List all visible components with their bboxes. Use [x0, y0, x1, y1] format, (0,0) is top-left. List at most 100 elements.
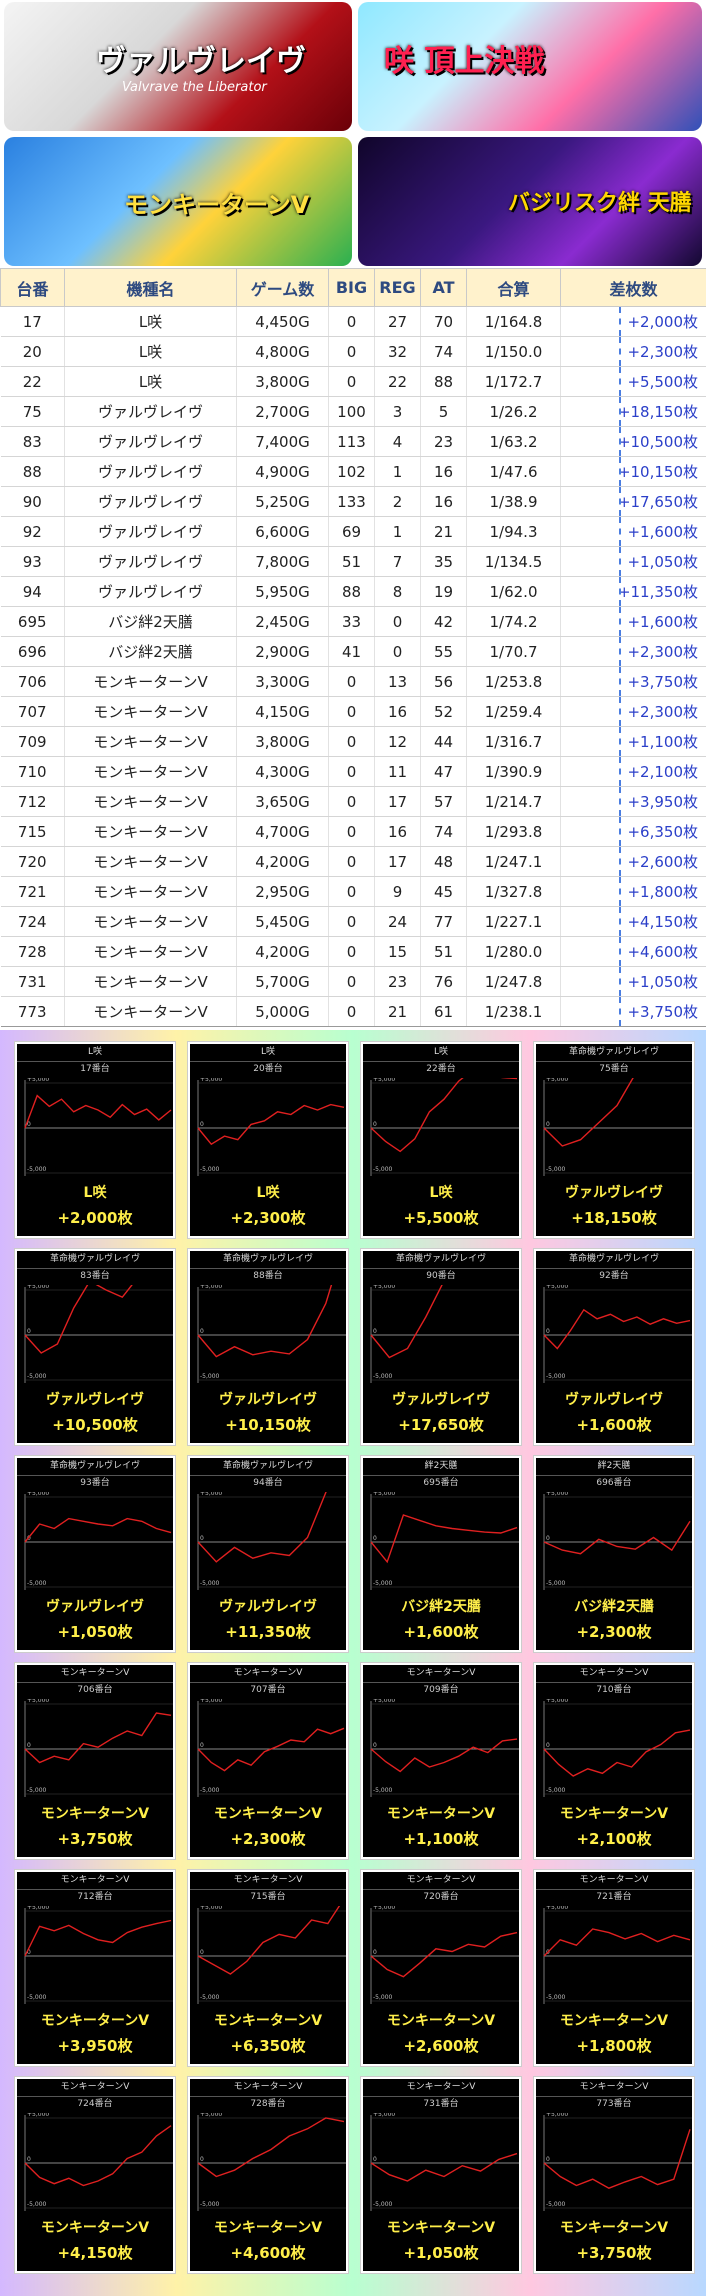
graph-card[interactable]: L咲 17番台 +5,000 0 -5,000 L咲 +2,000枚 — [15, 1042, 175, 1238]
cell-games: 5,450G — [236, 906, 329, 937]
cell-games: 2,700G — [236, 396, 329, 427]
table-row[interactable]: 17 L咲 4,450G 0 27 70 1/164.8 +2,000枚 — [0, 306, 706, 337]
table-row[interactable]: 712 モンキーターンV 3,650G 0 17 57 1/214.7 +3,950枚 — [0, 786, 706, 817]
cell-machine: L咲 — [64, 336, 237, 367]
cell-total: 1/172.7 — [466, 366, 561, 397]
y-tick-label: +5,000 — [27, 1078, 49, 1083]
card-machine-header: モンキーターンV — [17, 1665, 173, 1683]
cell-unit: 728 — [0, 936, 65, 967]
graph-card[interactable]: 革命機ヴァルヴレイヴ 83番台 +5,000 0 -5,000 ヴァルヴレイヴ +10,50… — [15, 1249, 175, 1445]
slump-line — [370, 1738, 518, 1773]
graph-card[interactable]: L咲 22番台 +5,000 0 -5,000 L咲 +5,500枚 — [361, 1042, 521, 1238]
cell-big: 0 — [328, 726, 375, 757]
cell-diff: +2,100枚 — [560, 756, 706, 787]
table-row[interactable]: 721 モンキーターンV 2,950G 0 9 45 1/327.8 +1,800枚 — [0, 876, 706, 907]
graph-card[interactable]: モンキーターンV 707番台 +5,000 0 -5,000 モンキーターンV +2,300… — [188, 1663, 348, 1859]
slump-line — [24, 1712, 172, 1764]
table-row[interactable]: 706 モンキーターンV 3,300G 0 13 56 1/253.8 +3,750枚 — [0, 666, 706, 697]
graph-card[interactable]: 革命機ヴァルヴレイヴ 90番台 +5,000 0 -5,000 ヴァルヴレイヴ +17,65… — [361, 1249, 521, 1445]
table-row[interactable]: 20 L咲 4,800G 0 32 74 1/150.0 +2,300枚 — [0, 336, 706, 367]
card-machine-header: モンキーターンV — [536, 1872, 692, 1890]
table-row[interactable]: 696 バジ絆2天膳 2,900G 41 0 55 1/70.7 +2,300枚 — [0, 636, 706, 667]
card-diff-label: +11,350枚 — [225, 1623, 311, 1641]
cell-diff: +1,800枚 — [560, 876, 706, 907]
graph-card[interactable]: 革命機ヴァルヴレイヴ 92番台 +5,000 0 -5,000 ヴァルヴレイヴ +1,600… — [534, 1249, 694, 1445]
table-row[interactable]: 75 ヴァルヴレイヴ 2,700G 100 3 5 1/26.2 +18,150枚 — [0, 396, 706, 427]
banner-basilisk[interactable]: バジリスク絆 天膳 — [358, 137, 702, 266]
cell-diff: +6,350枚 — [560, 816, 706, 847]
graph-card[interactable]: L咲 20番台 +5,000 0 -5,000 L咲 +2,300枚 — [188, 1042, 348, 1238]
table-row[interactable]: 695 バジ絆2天膳 2,450G 33 0 42 1/74.2 +1,600枚 — [0, 606, 706, 637]
banner-valvrave[interactable]: ヴァルヴレイヴ Valvrave the Liberator — [4, 2, 352, 131]
table-row[interactable]: 709 モンキーターンV 3,800G 0 12 44 1/316.7 +1,100枚 — [0, 726, 706, 757]
cell-games: 3,650G — [236, 786, 329, 817]
table-row[interactable]: 720 モンキーターンV 4,200G 0 17 48 1/247.1 +2,600枚 — [0, 846, 706, 877]
cell-machine: ヴァルヴレイヴ — [64, 516, 237, 547]
card-unit-number: 709番台 — [423, 1685, 459, 1695]
y-tick-label: -5,000 — [373, 1166, 393, 1173]
table-row[interactable]: 92 ヴァルヴレイヴ 6,600G 69 1 21 1/94.3 +1,600枚 — [0, 516, 706, 547]
cell-machine: モンキーターンV — [64, 846, 237, 877]
cell-big: 113 — [328, 426, 375, 457]
cell-total: 1/293.8 — [466, 816, 561, 847]
graph-card[interactable]: モンキーターンV 706番台 +5,000 0 -5,000 モンキーターンV +3,750… — [15, 1663, 175, 1859]
table-row[interactable]: 773 モンキーターンV 5,000G 0 21 61 1/238.1 +3,750枚 — [0, 996, 706, 1027]
graph-card[interactable]: モンキーターンV 710番台 +5,000 0 -5,000 モンキーターンV +2,100… — [534, 1663, 694, 1859]
table-row[interactable]: 724 モンキーターンV 5,450G 0 24 77 1/227.1 +4,150枚 — [0, 906, 706, 937]
card-machine-label: L咲 — [83, 1185, 107, 1201]
y-tick-label: -5,000 — [546, 2201, 566, 2208]
table-row[interactable]: 710 モンキーターンV 4,300G 0 11 47 1/390.9 +2,100枚 — [0, 756, 706, 787]
graph-card[interactable]: モンキーターンV 721番台 +5,000 0 -5,000 モンキーターンV +1,800… — [534, 1870, 694, 2066]
table-row[interactable]: 93 ヴァルヴレイヴ 7,800G 51 7 35 1/134.5 +1,050枚 — [0, 546, 706, 577]
cell-games: 5,250G — [236, 486, 329, 517]
graph-card[interactable]: 革命機ヴァルヴレイヴ 88番台 +5,000 0 -5,000 ヴァルヴレイヴ +10,15… — [188, 1249, 348, 1445]
banner-monkey-turn[interactable]: モンキーターンV — [4, 137, 352, 266]
graph-card[interactable]: モンキーターンV 724番台 +5,000 0 -5,000 モンキーターンV +4,150… — [15, 2077, 175, 2273]
y-tick-label: +5,000 — [200, 2113, 222, 2118]
graph-card[interactable]: モンキーターンV 712番台 +5,000 0 -5,000 モンキーターンV +3,950… — [15, 1870, 175, 2066]
card-unit-number: 731番台 — [423, 2099, 459, 2109]
banner-subtitle: Valvrave the Liberator — [122, 80, 267, 95]
card-machine-label: バジ絆2天膳 — [574, 1599, 654, 1615]
card-machine-label: バジ絆2天膳 — [401, 1599, 481, 1615]
table-row[interactable]: 728 モンキーターンV 4,200G 0 15 51 1/280.0 +4,600枚 — [0, 936, 706, 967]
graph-card[interactable]: 絆2天膳 695番台 +5,000 0 -5,000 バジ絆2天膳 +1,600枚 — [361, 1456, 521, 1652]
table-row[interactable]: 83 ヴァルヴレイヴ 7,400G 113 4 23 1/63.2 +10,500枚 — [0, 426, 706, 457]
graph-card[interactable]: 革命機ヴァルヴレイヴ 93番台 +5,000 0 -5,000 ヴァルヴレイヴ +1,050… — [15, 1456, 175, 1652]
table-row[interactable]: 707 モンキーターンV 4,150G 0 16 52 1/259.4 +2,300枚 — [0, 696, 706, 727]
cell-diff: +2,600枚 — [560, 846, 706, 877]
cell-total: 1/74.2 — [466, 606, 561, 637]
cell-games: 4,300G — [236, 756, 329, 787]
table-row[interactable]: 715 モンキーターンV 4,700G 0 16 74 1/293.8 +6,350枚 — [0, 816, 706, 847]
cell-at: 88 — [420, 366, 467, 397]
cell-total: 1/62.0 — [466, 576, 561, 607]
table-row[interactable]: 22 L咲 3,800G 0 22 88 1/172.7 +5,500枚 — [0, 366, 706, 397]
slump-line — [197, 1285, 333, 1358]
cell-at: 44 — [420, 726, 467, 757]
slump-line — [370, 1514, 518, 1564]
banner-saki[interactable]: 咲 頂上決戦 — [358, 2, 702, 131]
card-diff-label: +1,050枚 — [403, 2244, 479, 2262]
table-row[interactable]: 90 ヴァルヴレイヴ 5,250G 133 2 16 1/38.9 +17,650枚 — [0, 486, 706, 517]
card-diff-label: +3,750枚 — [57, 1830, 133, 1848]
graph-card[interactable]: モンキーターンV 731番台 +5,000 0 -5,000 モンキーターンV +1,050… — [361, 2077, 521, 2273]
table-row[interactable]: 731 モンキーターンV 5,700G 0 23 76 1/247.8 +1,050枚 — [0, 966, 706, 997]
graph-card[interactable]: 革命機ヴァルヴレイヴ 94番台 +5,000 0 -5,000 ヴァルヴレイヴ +11,35… — [188, 1456, 348, 1652]
graph-card[interactable]: モンキーターンV 715番台 +5,000 0 -5,000 モンキーターンV +6,350… — [188, 1870, 348, 2066]
card-unit-number: 696番台 — [596, 1478, 632, 1488]
graph-card[interactable]: モンキーターンV 709番台 +5,000 0 -5,000 モンキーターンV +1,100… — [361, 1663, 521, 1859]
graph-card[interactable]: モンキーターンV 720番台 +5,000 0 -5,000 モンキーターンV +2,600… — [361, 1870, 521, 2066]
table-row[interactable]: 88 ヴァルヴレイヴ 4,900G 102 1 16 1/47.6 +10,150枚 — [0, 456, 706, 487]
graph-card[interactable]: モンキーターンV 728番台 +5,000 0 -5,000 モンキーターンV +4,600… — [188, 2077, 348, 2273]
cell-reg: 21 — [374, 996, 421, 1027]
graph-card[interactable]: 絆2天膳 696番台 +5,000 0 -5,000 バジ絆2天膳 +2,300枚 — [534, 1456, 694, 1652]
graph-card[interactable]: モンキーターンV 773番台 +5,000 0 -5,000 モンキーターンV +3,750… — [534, 2077, 694, 2273]
graph-card[interactable]: 革命機ヴァルヴレイヴ 75番台 +5,000 0 -5,000 ヴァルヴレイヴ +18,15… — [534, 1042, 694, 1238]
table-row[interactable]: 94 ヴァルヴレイヴ 5,950G 88 8 19 1/62.0 +11,350枚 — [0, 576, 706, 607]
card-diff-label: +2,300枚 — [230, 1209, 306, 1227]
